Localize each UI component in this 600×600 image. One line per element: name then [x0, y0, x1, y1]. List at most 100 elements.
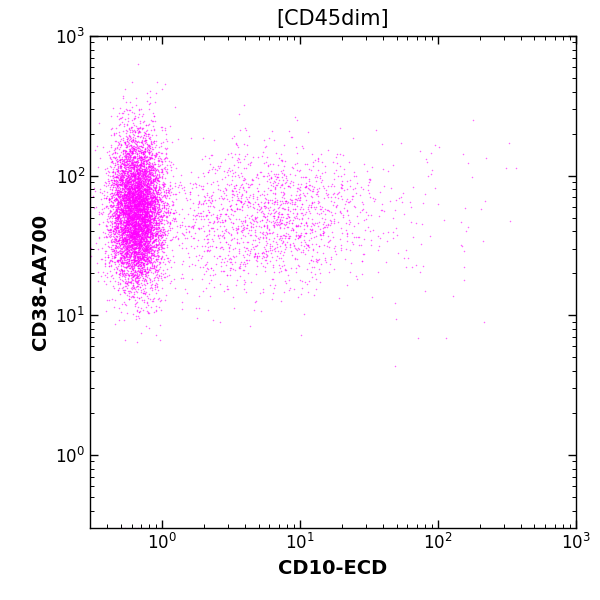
Point — [149, 222, 158, 232]
Point — [261, 253, 271, 262]
Point — [155, 235, 164, 245]
Point — [249, 305, 259, 314]
Point — [149, 179, 158, 188]
Point — [111, 240, 121, 250]
Point — [149, 220, 159, 230]
Point — [120, 181, 130, 190]
Point — [119, 205, 128, 215]
Point — [146, 217, 155, 226]
Point — [143, 226, 152, 235]
Point — [106, 262, 116, 271]
Point — [127, 256, 137, 265]
Point — [127, 212, 136, 222]
Point — [111, 178, 121, 187]
Point — [145, 526, 154, 535]
Point — [112, 560, 122, 569]
Point — [293, 148, 302, 158]
Point — [239, 265, 249, 275]
Point — [140, 229, 150, 238]
Point — [133, 248, 142, 258]
Point — [153, 197, 163, 207]
Point — [139, 158, 148, 167]
Point — [139, 209, 148, 218]
Point — [284, 202, 293, 212]
Point — [126, 270, 136, 280]
Point — [125, 174, 134, 184]
Point — [142, 131, 151, 140]
Point — [124, 532, 134, 541]
Point — [137, 215, 147, 225]
Point — [125, 194, 134, 203]
Point — [139, 217, 149, 226]
Point — [136, 223, 146, 232]
Point — [161, 149, 171, 158]
Point — [226, 179, 236, 189]
Point — [234, 149, 244, 158]
Point — [286, 225, 296, 235]
Point — [124, 186, 134, 196]
Point — [133, 217, 142, 226]
Point — [156, 589, 166, 598]
Point — [135, 176, 145, 185]
Point — [127, 141, 136, 151]
Point — [119, 154, 128, 163]
Point — [118, 158, 127, 168]
Point — [123, 202, 133, 212]
Point — [121, 181, 131, 190]
Point — [110, 240, 120, 250]
Point — [131, 169, 140, 179]
Point — [121, 235, 131, 244]
Point — [324, 206, 334, 215]
Point — [143, 129, 153, 139]
Point — [412, 260, 421, 270]
Point — [114, 303, 124, 313]
Point — [154, 207, 163, 217]
Point — [136, 198, 145, 208]
Point — [194, 211, 204, 221]
Point — [146, 225, 155, 235]
Point — [127, 255, 136, 265]
Point — [285, 242, 295, 251]
Point — [136, 222, 146, 232]
Point — [139, 238, 149, 248]
Point — [128, 263, 137, 272]
Point — [129, 161, 139, 170]
Point — [112, 242, 121, 251]
Point — [119, 170, 128, 180]
Point — [130, 203, 139, 213]
Point — [118, 167, 127, 176]
Point — [110, 265, 119, 274]
Point — [124, 527, 134, 536]
Point — [109, 199, 118, 208]
Point — [119, 184, 128, 193]
Point — [160, 202, 169, 211]
Point — [140, 568, 149, 578]
Point — [133, 202, 143, 212]
Point — [229, 253, 239, 262]
Point — [130, 187, 139, 196]
Point — [258, 227, 268, 237]
Point — [170, 178, 179, 188]
Point — [132, 168, 142, 178]
Point — [240, 247, 250, 256]
Point — [131, 200, 141, 209]
Point — [137, 213, 147, 223]
Point — [126, 542, 136, 551]
Point — [115, 160, 125, 170]
Point — [149, 262, 159, 272]
Point — [123, 252, 133, 262]
Point — [122, 208, 131, 217]
Point — [120, 532, 130, 541]
Point — [112, 216, 121, 226]
Point — [111, 250, 121, 260]
Point — [152, 199, 161, 209]
Point — [247, 221, 256, 231]
Point — [143, 179, 153, 188]
Point — [134, 202, 144, 211]
Point — [112, 221, 121, 231]
Point — [137, 181, 147, 191]
Point — [318, 230, 328, 240]
Point — [140, 241, 150, 251]
Point — [224, 181, 233, 190]
Point — [136, 207, 145, 217]
